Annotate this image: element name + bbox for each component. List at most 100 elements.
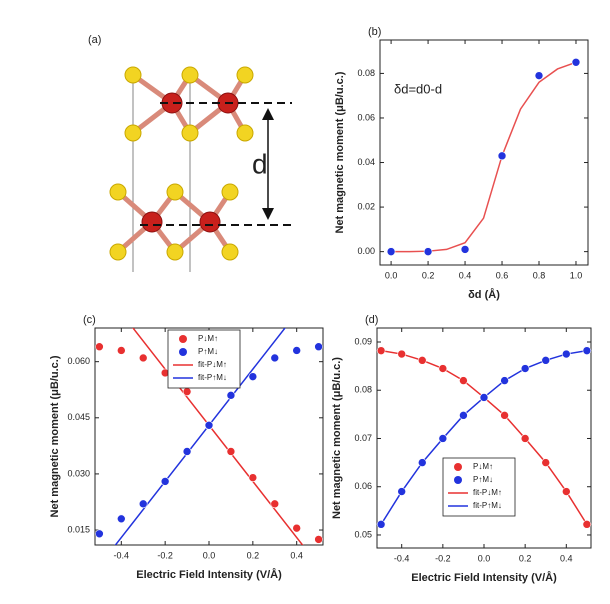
x-tick-label: 0.2: [247, 550, 260, 560]
marker: [376, 520, 386, 529]
marker: [292, 346, 301, 355]
y-tick-label: 0.02: [357, 201, 375, 211]
x-tick-label: 0.2: [519, 553, 532, 563]
legend-swatch: [179, 335, 187, 343]
marker: [182, 387, 192, 396]
y-axis-label: Net magnetic moment (μB/u.c.): [334, 71, 346, 233]
distance-label: d: [252, 148, 268, 179]
fit-line: [391, 61, 577, 253]
marker: [460, 245, 470, 254]
marker: [397, 487, 406, 496]
marker: [248, 473, 258, 482]
y-axis-label: Net magnetic moment (μB/u.c.): [49, 355, 61, 517]
y-tick-label: 0.00: [357, 246, 375, 256]
marker: [562, 487, 571, 496]
legend-swatch: [454, 463, 462, 471]
x-tick-label: 0.2: [422, 270, 435, 280]
legend-swatch: [454, 476, 462, 484]
marker: [459, 376, 468, 385]
x-tick-label: -0.4: [114, 550, 130, 560]
marker: [541, 458, 551, 467]
marker: [314, 535, 323, 544]
marker: [138, 353, 148, 363]
yellow-atoms: [109, 66, 254, 261]
marker: [270, 499, 280, 509]
x-tick-label: 0.4: [290, 550, 303, 560]
x-tick-label: -0.2: [435, 553, 451, 563]
y-tick-label: 0.030: [67, 468, 90, 478]
y-tick-label: 0.060: [67, 356, 90, 366]
legend-label: fit-P↑M↓: [473, 501, 502, 510]
panel-label: (c): [83, 314, 96, 326]
marker: [117, 346, 126, 355]
marker: [500, 411, 509, 420]
marker: [541, 356, 551, 365]
legend-label: fit-P↑M↓: [198, 373, 227, 382]
marker: [397, 349, 406, 359]
marker: [248, 372, 258, 381]
legend-label: P↓M↑: [473, 462, 493, 471]
marker: [314, 342, 323, 352]
y-tick-label: 0.05: [354, 529, 372, 539]
x-tick-label: 0.6: [496, 270, 509, 280]
y-axis-label: Net magnetic moment (μB/u.c.): [331, 357, 343, 519]
marker: [423, 247, 433, 256]
y-tick-label: 0.07: [354, 433, 372, 443]
legend-label: P↑M↓: [198, 347, 218, 356]
marker: [417, 458, 427, 467]
marker: [459, 411, 468, 420]
red-atoms: [141, 92, 239, 233]
marker: [270, 353, 280, 363]
marker: [534, 71, 544, 80]
y-tick-label: 0.045: [67, 412, 90, 422]
marker: [226, 391, 236, 400]
x-tick-label: 0.8: [533, 270, 546, 280]
arrow-heads: [262, 108, 274, 220]
marker: [182, 447, 192, 456]
x-tick-label: -0.4: [394, 553, 410, 563]
marker: [479, 393, 489, 402]
marker: [386, 247, 396, 256]
marker: [95, 529, 104, 539]
x-axis-label: Electric Field Intensity (V/Å): [411, 571, 557, 584]
marker: [500, 376, 509, 385]
plot-frame: [379, 39, 589, 266]
annotation: δd=d0-d: [394, 81, 442, 96]
structure-diagram: (a) d: [88, 34, 292, 272]
legend-label: fit-P↓M↑: [198, 360, 227, 369]
y-tick-label: 0.06: [357, 112, 375, 122]
marker: [571, 57, 581, 67]
marker: [438, 364, 448, 373]
y-tick-label: 0.04: [357, 157, 375, 167]
y-tick-label: 0.06: [354, 481, 372, 491]
marker: [117, 514, 126, 524]
x-tick-label: 0.0: [203, 550, 216, 560]
marker: [95, 342, 104, 352]
panel-label: (b): [368, 26, 381, 38]
marker: [417, 356, 427, 365]
marker: [520, 364, 530, 373]
marker: [438, 434, 448, 443]
x-axis-label: Electric Field Intensity (V/Å): [136, 568, 282, 581]
x-tick-label: 0.0: [385, 270, 398, 280]
legend-swatch: [179, 348, 187, 356]
marker: [562, 349, 571, 359]
marker: [204, 420, 214, 430]
marker: [226, 447, 236, 456]
y-tick-label: 0.08: [354, 385, 372, 395]
panel-label: (d): [365, 314, 378, 326]
y-tick-label: 0.08: [357, 68, 375, 78]
x-tick-label: 0.4: [560, 553, 573, 563]
marker: [582, 520, 592, 529]
legend-label: fit-P↓M↑: [473, 488, 502, 497]
marker: [497, 151, 507, 161]
y-tick-label: 0.09: [354, 336, 372, 346]
legend-label: P↑M↓: [473, 475, 493, 484]
marker: [376, 346, 386, 355]
x-tick-label: 0.0: [478, 553, 491, 563]
marker: [582, 346, 592, 355]
x-tick-label: -0.2: [157, 550, 173, 560]
marker: [138, 499, 148, 509]
